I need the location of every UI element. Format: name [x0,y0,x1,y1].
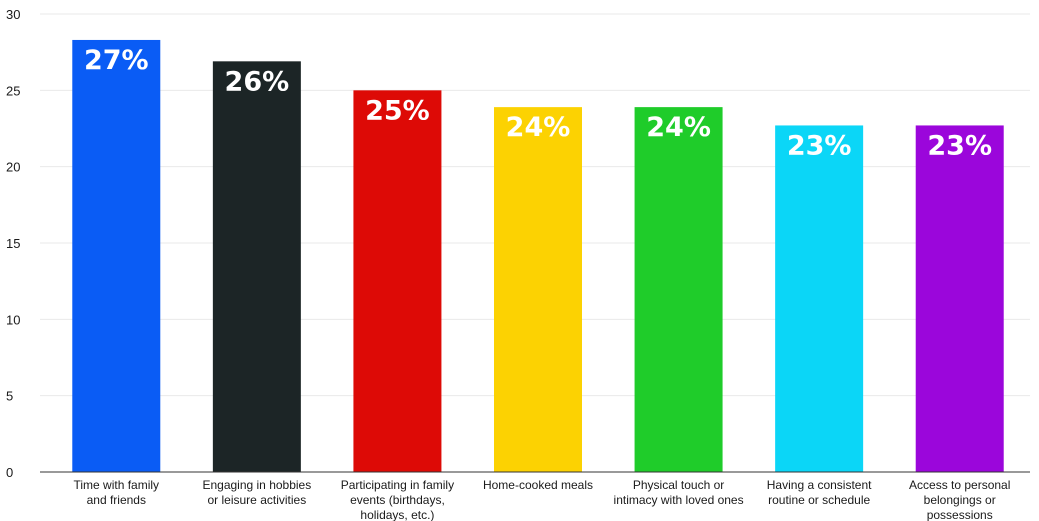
bar [494,107,582,473]
y-tick-label: 0 [6,465,13,480]
x-category-label-line: events (birthdays, [350,493,445,507]
x-category-label: Access to personal belongings or possessio… [909,478,1010,521]
x-category-label: Home-cooked meals [483,478,593,492]
x-category-label-line: possessions [927,508,993,521]
y-tick-label: 5 [6,389,13,404]
bar [353,90,442,472]
bar-value-label: 24% [506,112,571,143]
x-category-label: Time with family and friends [73,478,159,507]
x-category-label: Participating in family events (birthdays… [341,478,454,521]
x-category-label-line: Time with family [73,478,159,492]
bars [72,39,1004,473]
x-category-label: Physical touch or intimacy with loved one… [614,478,744,507]
bar [212,61,301,473]
x-axis-category-labels: Time with family and friends Engaging in h… [73,478,1010,521]
x-category-label-line: belongings or [924,493,996,507]
bar [72,39,161,472]
y-tick-label: 25 [6,83,20,98]
bar-value-label: 24% [646,112,711,143]
bar-data-labels: 27% 26% 25% 24% 24% 23% 23% [84,45,992,161]
x-category-label-line: Physical touch or [633,478,724,492]
bar-value-label: 25% [365,95,430,126]
bar [634,107,723,473]
y-tick-label: 10 [6,312,20,327]
bar-value-label: 26% [225,66,290,97]
x-category-label-line: holidays, etc.) [360,508,434,521]
bar-value-label: 27% [84,45,149,76]
x-category-label-line: routine or schedule [768,493,870,507]
x-category-label-line: Home-cooked meals [483,478,593,492]
x-category-label-line: Engaging in hobbies [202,478,311,492]
x-category-label-line: Having a consistent [767,478,872,492]
x-category-label: Engaging in hobbies or leisure activities [202,478,311,507]
bar-value-label: 23% [787,130,852,161]
x-category-label: Having a consistent routine or schedule [767,478,872,507]
x-category-label-line: or leisure activities [208,493,307,507]
bar [915,125,1004,473]
y-tick-label: 30 [6,7,20,22]
y-axis-ticks: 0 5 10 15 20 25 30 [6,7,20,480]
bar-value-label: 23% [927,130,992,161]
y-tick-label: 20 [6,160,20,175]
x-category-label-line: and friends [87,493,146,507]
x-category-label-line: intimacy with loved ones [614,493,744,507]
x-category-label-line: Access to personal [909,478,1010,492]
y-tick-label: 15 [6,236,20,251]
bar [775,125,864,473]
x-category-label-line: Participating in family [341,478,454,492]
